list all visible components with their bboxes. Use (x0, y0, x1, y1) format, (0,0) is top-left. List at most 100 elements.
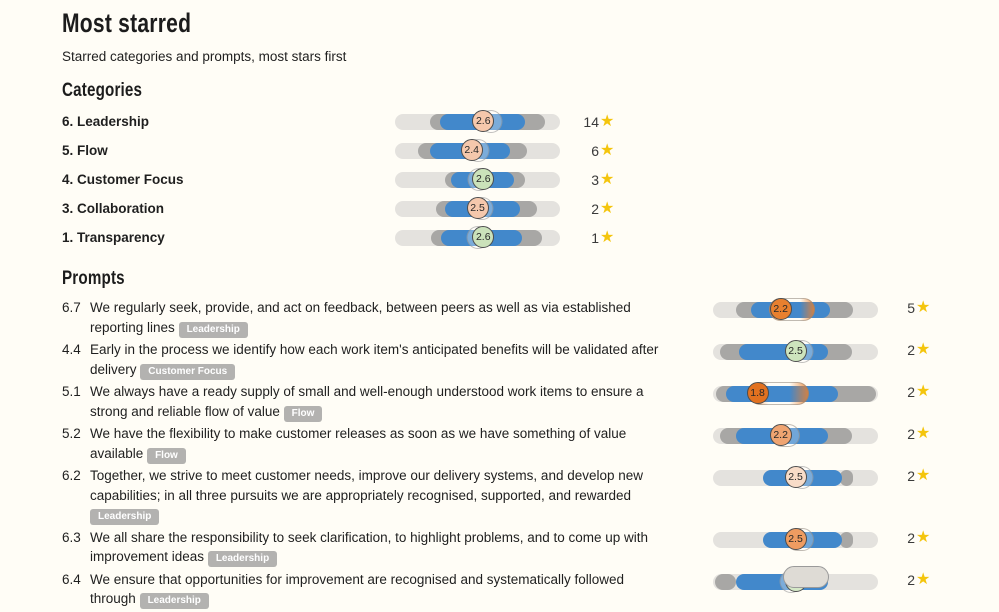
slider-range-gray (840, 470, 854, 486)
star-count: 2 ★ (898, 570, 931, 588)
star-count: 2 ★ (898, 425, 931, 443)
prompt-text: Early in the process we identify how eac… (90, 340, 668, 380)
prompt-category-tag: Leadership (207, 551, 278, 567)
star-count: 2 ★ (898, 528, 931, 546)
prompt-text-content: We all share the responsibility to seek … (90, 529, 649, 565)
prompts-list: 6.7 We regularly seek, provide, and act o… (62, 298, 962, 609)
prompt-text-content: Together, we strive to meet customer nee… (90, 468, 644, 503)
prompt-number: 6.7 (62, 300, 81, 315)
prompt-row: 6.3 We all share the responsibility to se… (62, 527, 962, 567)
star-count-number: 2 (591, 200, 599, 217)
page-title: Most starred (62, 8, 192, 38)
star-icon: ★ (916, 383, 931, 400)
prompt-row: 6.7 We regularly seek, provide, and act o… (62, 298, 962, 338)
prompt-number: 6.4 (62, 571, 81, 587)
star-icon: ★ (916, 299, 931, 316)
score-slider: 2.6 (395, 109, 560, 133)
star-count: 5 ★ (898, 299, 931, 317)
score-slider: 2.6 (395, 225, 560, 249)
prompt-text-content: Early in the process we identify how eac… (90, 342, 659, 377)
star-count-number: 2 (907, 384, 915, 400)
prompt-number: 6.2 (62, 468, 81, 483)
page-subtitle: Starred categories and prompts, most sta… (62, 49, 347, 64)
star-count-number: 1 (591, 229, 599, 246)
prompt-category-tag: Customer Focus (140, 363, 236, 380)
score-slider: 2.2 (713, 298, 878, 321)
slider-range-gray (714, 573, 737, 590)
star-icon: ★ (916, 341, 931, 358)
star-icon: ★ (916, 570, 931, 588)
star-count-number: 5 (907, 300, 915, 316)
star-count: 6 ★ (582, 142, 614, 159)
prompt-slider-col: 2.5 (713, 466, 878, 489)
category-row: 3. Collaboration 2.5 2 ★ (62, 194, 962, 223)
prompt-number: 6.3 (62, 529, 81, 545)
prompt-slider-col: 2.5 (713, 527, 878, 551)
category-label: 1. Transparency (62, 230, 165, 245)
category-row: 6. Leadership 2.6 14 ★ (62, 107, 962, 136)
slider-thumb[interactable]: 2.5 (784, 527, 807, 550)
star-icon: ★ (600, 199, 615, 217)
prompt-row: 4.4 Early in the process we identify how … (62, 340, 962, 380)
prompt-number: 5.2 (62, 426, 81, 441)
score-slider: 2.5 (713, 466, 878, 489)
prompt-category-tag: Flow (147, 447, 186, 464)
prompt-category-tag: Leadership (90, 509, 160, 525)
star-icon: ★ (600, 228, 615, 246)
star-count-number: 6 (591, 142, 599, 159)
prompt-row: 5.1 We always have a ready supply of smal… (62, 382, 962, 422)
star-icon: ★ (916, 425, 931, 442)
prompt-slider-col: 2.2 (713, 424, 878, 447)
star-count-number: 2 (907, 468, 915, 484)
star-count: 2 ★ (898, 341, 931, 359)
slider-thumb[interactable]: 2.2 (769, 424, 792, 446)
star-count: 2 ★ (898, 468, 930, 485)
prompt-number: 4.4 (62, 342, 81, 357)
score-slider: 2.6 (395, 167, 560, 191)
next-row-partial-slider (783, 566, 829, 588)
star-count-number: 14 (583, 113, 599, 130)
prompt-category-tag: Leadership (178, 321, 248, 338)
score-slider: 2.5 (395, 196, 560, 220)
slider-thumb[interactable]: 2.2 (769, 298, 792, 320)
category-label: 4. Customer Focus (62, 172, 184, 187)
star-count-number: 2 (907, 342, 915, 358)
category-label: 3. Collaboration (62, 201, 165, 216)
slider-thumb[interactable]: 2.5 (784, 466, 807, 488)
categories-heading: Categories (62, 80, 143, 101)
prompt-row: 6.2 Together, we strive to meet customer … (62, 466, 962, 525)
category-row: 1. Transparency 2.6 1 ★ (62, 223, 962, 252)
slider-thumb[interactable]: 2.6 (472, 109, 495, 132)
prompt-slider-col: 1.8 (713, 382, 878, 405)
prompt-slider-col: 2.2 (713, 298, 878, 321)
prompt-text-content: We have the flexibility to make customer… (90, 426, 627, 461)
slider-thumb[interactable]: 2.5 (784, 340, 807, 362)
slider-thumb[interactable]: 2.4 (460, 138, 483, 161)
slider-thumb[interactable]: 2.6 (472, 167, 495, 190)
categories-list: 6. Leadership 2.6 14 ★ 5. Flow 2.4 6 ★ 4. Custom… (62, 107, 962, 252)
prompt-text-content: We regularly seek, provide, and act on f… (90, 300, 631, 335)
slider-thumb[interactable]: 2.6 (472, 225, 495, 248)
prompt-text: We always have a ready supply of small a… (90, 382, 668, 422)
prompt-category-tag: Leadership (139, 593, 209, 609)
star-count: 2 ★ (898, 383, 931, 401)
star-count: 1 ★ (582, 228, 615, 246)
score-slider: 2.4 (395, 138, 560, 162)
score-slider: 2.5 (713, 527, 878, 551)
prompt-text: We have the flexibility to make customer… (90, 424, 668, 464)
star-icon: ★ (916, 528, 931, 546)
prompt-text: We regularly seek, provide, and act on f… (90, 298, 668, 338)
prompt-text: We ensure that opportunities for improve… (90, 570, 668, 609)
prompt-text: We all share the responsibility to seek … (90, 528, 668, 567)
star-count: 2 ★ (582, 199, 615, 217)
category-row: 4. Customer Focus 2.6 3 ★ (62, 165, 962, 194)
category-label: 5. Flow (62, 143, 108, 158)
slider-thumb[interactable]: 2.5 (466, 196, 489, 219)
most-starred-page: Most starred Starred categories and prom… (62, 8, 962, 612)
star-count-number: 2 (907, 571, 915, 588)
star-count: 3 ★ (582, 171, 614, 188)
star-count-number: 3 (591, 171, 599, 188)
category-row: 5. Flow 2.4 6 ★ (62, 136, 962, 165)
slider-thumb[interactable]: 1.8 (746, 382, 769, 404)
prompt-row: 5.2 We have the flexibility to make custo… (62, 424, 962, 464)
